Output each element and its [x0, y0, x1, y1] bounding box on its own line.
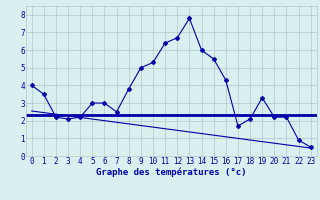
X-axis label: Graphe des températures (°c): Graphe des températures (°c) [96, 167, 246, 177]
